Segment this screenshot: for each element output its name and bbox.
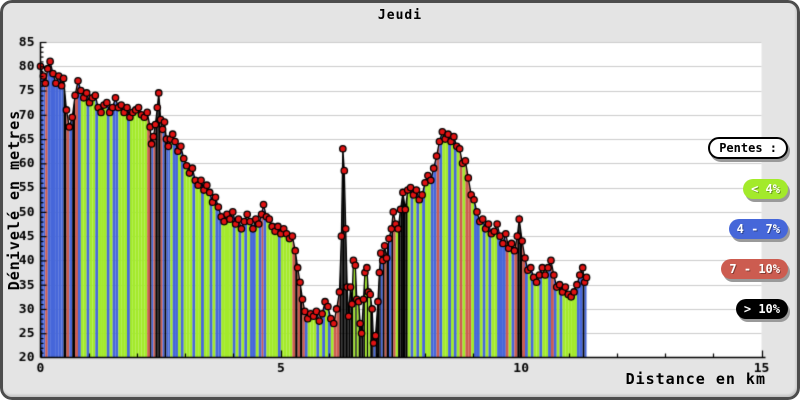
legend-item-7-10pct: 7 - 10% (721, 259, 788, 279)
legend-title: Pentes : (708, 137, 788, 159)
legend-item-lt-4pct: < 4% (743, 179, 788, 199)
legend-item-4-7pct: 4 - 7% (728, 219, 788, 239)
chart-title: Jeudi (377, 8, 423, 23)
y-axis-title-text: Dénivelé en metres (5, 109, 23, 291)
x-axis-title: Distance en km (625, 370, 766, 388)
legend-item-gt-10pct: > 10% (735, 299, 788, 319)
slope-legend: Pentes : < 4% 4 - 7% 7 - 10% > 10% (708, 137, 788, 319)
